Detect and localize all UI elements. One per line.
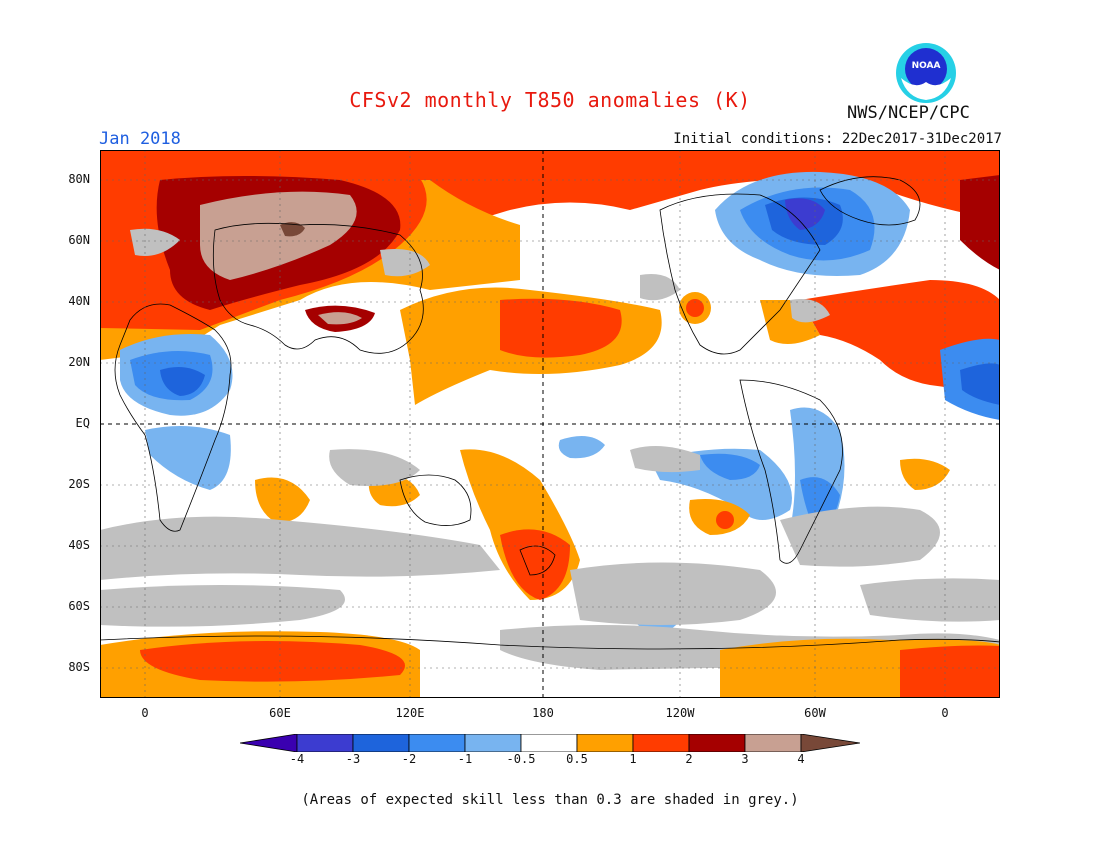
colorbar-label-3: 3 bbox=[741, 752, 749, 766]
anomaly-map bbox=[100, 150, 1000, 698]
lat-label-40s: 40S bbox=[68, 538, 90, 552]
colorbar-label-4: 4 bbox=[797, 752, 805, 766]
colorbar-label-m1: -1 bbox=[457, 752, 473, 766]
lat-label-eq: EQ bbox=[75, 416, 90, 430]
colorbar-label-1: 1 bbox=[629, 752, 637, 766]
lat-label-40n: 40N bbox=[68, 294, 90, 308]
noaa-logo-text: NOAA bbox=[912, 61, 941, 71]
skill-footnote: (Areas of expected skill less than 0.3 a… bbox=[301, 792, 799, 808]
lat-label-80s: 80S bbox=[68, 660, 90, 674]
lat-label-20n: 20N bbox=[68, 355, 90, 369]
agency-label: NWS/NCEP/CPC bbox=[847, 103, 970, 123]
colorbar-label-m4: -4 bbox=[289, 752, 305, 766]
lon-label-60e: 60E bbox=[269, 706, 291, 720]
lat-label-80n: 80N bbox=[68, 172, 90, 186]
map-title: CFSv2 monthly T850 anomalies (K) bbox=[349, 88, 751, 112]
colorbar-label-2: 2 bbox=[685, 752, 693, 766]
initial-conditions: Initial conditions: 22Dec2017-31Dec2017 bbox=[673, 131, 1002, 147]
lon-label-120w: 120W bbox=[665, 706, 695, 720]
noaa-logo: NOAA bbox=[896, 43, 956, 103]
lon-label-120e: 120E bbox=[395, 706, 425, 720]
lat-label-60n: 60N bbox=[68, 233, 90, 247]
lat-label-20s: 20S bbox=[68, 477, 90, 491]
colorbar-label-05: 0.5 bbox=[566, 752, 588, 766]
colorbar-label-m05: -0.5 bbox=[506, 752, 536, 766]
colorbar-arrow-low bbox=[240, 734, 298, 752]
colorbar-label-m3: -3 bbox=[345, 752, 361, 766]
lon-label-0: 0 bbox=[141, 706, 149, 720]
lon-label-60w: 60W bbox=[804, 706, 826, 720]
colorbar-label-m2: -2 bbox=[401, 752, 417, 766]
lon-label-180: 180 bbox=[532, 706, 554, 720]
colorbar-arrow-high bbox=[800, 734, 860, 752]
colorbar bbox=[240, 734, 860, 752]
lat-label-60s: 60S bbox=[68, 599, 90, 613]
lon-label-0-right: 0 bbox=[941, 706, 949, 720]
forecast-period: Jan 2018 bbox=[99, 129, 181, 149]
